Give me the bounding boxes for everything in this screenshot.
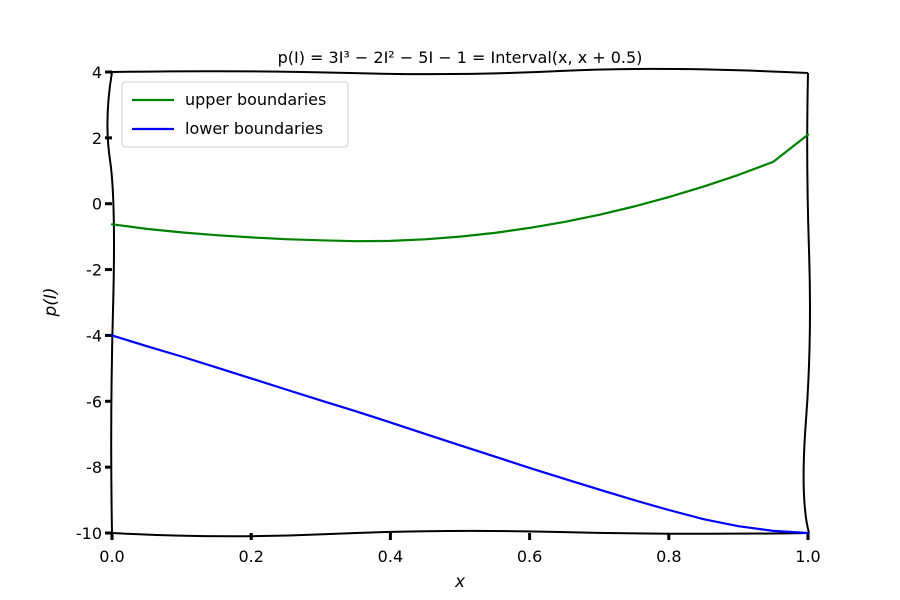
- y-tick-label: 0: [92, 195, 102, 214]
- y-tick-label: 4: [92, 63, 102, 82]
- y-tick-label: -8: [86, 458, 102, 477]
- legend-label-0: upper boundaries: [185, 90, 326, 109]
- y-tick-label: 2: [92, 129, 102, 148]
- y-tick-label: -6: [86, 392, 102, 411]
- legend-label-1: lower boundaries: [185, 119, 323, 138]
- y-tick-label: -10: [76, 524, 102, 543]
- y-axis-label: p(I): [41, 287, 61, 317]
- x-tick-label: 0.4: [378, 547, 403, 566]
- series-line-1: [110, 334, 810, 535]
- series-line-0: [110, 133, 810, 243]
- y-tick-label: -2: [86, 261, 102, 280]
- x-tick-label: 1.0: [795, 547, 820, 566]
- x-axis-label: x: [454, 572, 466, 592]
- x-tick-label: 0.0: [99, 547, 124, 566]
- x-axis-ticks: 0.0 0.2 0.4 0.6 0.8 1.0: [99, 533, 821, 566]
- series-layer: [110, 133, 810, 535]
- y-tick-label: -4: [86, 326, 102, 345]
- legend: upper boundaries lower boundaries: [121, 81, 349, 148]
- y-axis-ticks: 4 2 0 -2 -4 -6 -8 -10: [76, 63, 112, 543]
- x-tick-label: 0.8: [656, 547, 681, 566]
- plot-frame: [106, 67, 811, 538]
- legend-box: [121, 81, 349, 148]
- x-tick-label: 0.6: [517, 547, 542, 566]
- chart-title: p(I) = 3I³ − 2I² − 5I − 1 = Interval(x, …: [278, 48, 643, 67]
- x-tick-label: 0.2: [238, 547, 263, 566]
